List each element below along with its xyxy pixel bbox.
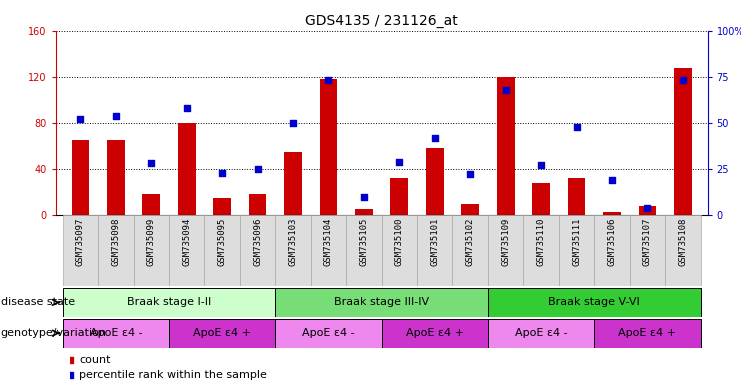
Bar <box>426 148 444 215</box>
Bar <box>382 215 417 286</box>
Bar <box>346 215 382 286</box>
Text: GSM735106: GSM735106 <box>608 217 617 266</box>
Text: GSM735107: GSM735107 <box>643 217 652 266</box>
Bar <box>630 215 665 286</box>
Text: GSM735095: GSM735095 <box>218 217 227 266</box>
Text: GSM735094: GSM735094 <box>182 217 191 266</box>
Bar <box>249 194 267 215</box>
Point <box>322 78 334 84</box>
Bar <box>63 319 169 348</box>
Text: ApoE ε4 +: ApoE ε4 + <box>619 328 677 338</box>
Bar <box>319 79 337 215</box>
Bar <box>178 123 196 215</box>
Point <box>393 159 405 165</box>
Bar <box>169 319 276 348</box>
Point <box>535 162 547 168</box>
Bar <box>98 215 133 286</box>
Text: GSM735096: GSM735096 <box>253 217 262 266</box>
Bar <box>568 178 585 215</box>
Point <box>606 177 618 183</box>
Bar <box>276 319 382 348</box>
Bar <box>523 215 559 286</box>
Bar <box>603 212 621 215</box>
Bar <box>133 215 169 286</box>
Point <box>465 171 476 177</box>
Bar <box>169 215 205 286</box>
Bar <box>72 140 89 215</box>
Point <box>677 78 689 84</box>
Text: GSM735104: GSM735104 <box>324 217 333 266</box>
Point <box>145 161 157 167</box>
Text: GSM735110: GSM735110 <box>536 217 545 266</box>
Text: GSM735099: GSM735099 <box>147 217 156 266</box>
Text: Braak stage III-IV: Braak stage III-IV <box>334 297 429 308</box>
Text: GSM735105: GSM735105 <box>359 217 368 266</box>
Bar <box>63 288 276 317</box>
Text: ApoE ε4 -: ApoE ε4 - <box>90 328 142 338</box>
Text: GSM735100: GSM735100 <box>395 217 404 266</box>
Bar <box>391 178 408 215</box>
Point <box>571 124 582 130</box>
Bar <box>284 152 302 215</box>
Text: ApoE ε4 -: ApoE ε4 - <box>515 328 568 338</box>
Bar <box>142 194 160 215</box>
Title: GDS4135 / 231126_at: GDS4135 / 231126_at <box>305 14 458 28</box>
Text: ApoE ε4 +: ApoE ε4 + <box>193 328 251 338</box>
Text: genotype/variation: genotype/variation <box>1 328 107 338</box>
Text: Braak stage V-VI: Braak stage V-VI <box>548 297 640 308</box>
Bar <box>488 288 700 317</box>
Text: GSM735098: GSM735098 <box>111 217 120 266</box>
Bar <box>462 204 479 215</box>
Bar <box>665 215 700 286</box>
Text: GSM735103: GSM735103 <box>288 217 298 266</box>
Point <box>358 194 370 200</box>
Bar <box>276 288 488 317</box>
Point <box>181 105 193 111</box>
Bar <box>205 215 240 286</box>
Bar <box>559 215 594 286</box>
Text: GSM735101: GSM735101 <box>431 217 439 266</box>
Text: percentile rank within the sample: percentile rank within the sample <box>79 370 268 380</box>
Bar <box>213 198 231 215</box>
Bar <box>107 140 124 215</box>
Bar <box>674 68 691 215</box>
Bar <box>488 215 523 286</box>
Text: ApoE ε4 +: ApoE ε4 + <box>406 328 464 338</box>
Point <box>252 166 264 172</box>
Point <box>287 120 299 126</box>
Point <box>216 170 228 176</box>
Bar <box>532 183 550 215</box>
Point <box>74 116 86 122</box>
Bar <box>639 206 657 215</box>
Bar <box>594 319 700 348</box>
Text: GSM735111: GSM735111 <box>572 217 581 266</box>
Bar <box>453 215 488 286</box>
Text: GSM735102: GSM735102 <box>465 217 475 266</box>
Bar <box>594 215 630 286</box>
Bar <box>417 215 453 286</box>
Text: GSM735109: GSM735109 <box>501 217 510 266</box>
Bar <box>496 77 514 215</box>
Point <box>429 134 441 141</box>
Text: count: count <box>79 355 111 365</box>
Bar <box>355 209 373 215</box>
Bar <box>310 215 346 286</box>
Text: Braak stage I-II: Braak stage I-II <box>127 297 211 308</box>
Bar <box>276 215 310 286</box>
Text: disease state: disease state <box>1 297 75 308</box>
Text: GSM735108: GSM735108 <box>678 217 688 266</box>
Point <box>499 87 511 93</box>
Text: GSM735097: GSM735097 <box>76 217 85 266</box>
Bar <box>382 319 488 348</box>
Bar <box>240 215 276 286</box>
Point <box>642 205 654 211</box>
Point <box>110 113 122 119</box>
Bar <box>488 319 594 348</box>
Bar <box>63 215 98 286</box>
Text: ApoE ε4 -: ApoE ε4 - <box>302 328 355 338</box>
